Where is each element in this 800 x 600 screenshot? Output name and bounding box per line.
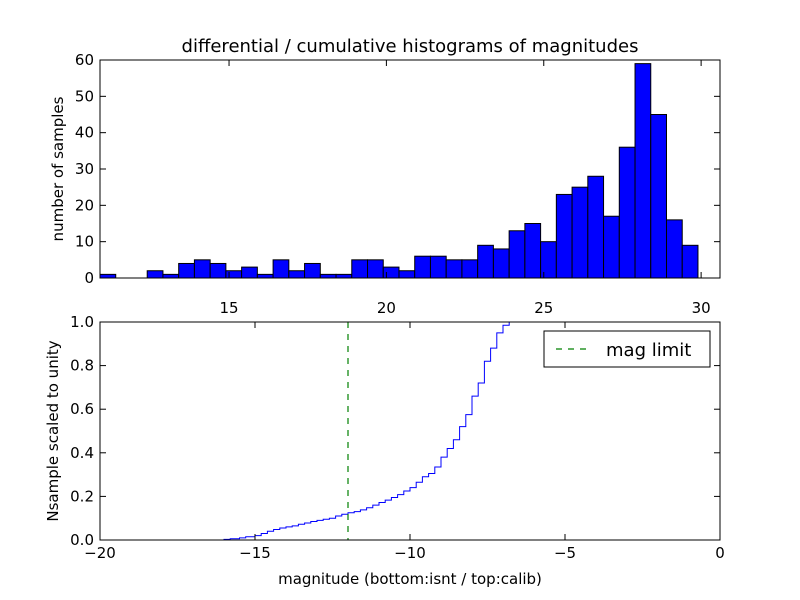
histogram-bar (665, 219, 683, 279)
histogram-bar (225, 270, 243, 279)
histogram-bar (650, 114, 667, 279)
histogram-y-tick-label: 60 (75, 51, 94, 69)
histogram-bar (429, 255, 447, 279)
histogram-bar (272, 259, 290, 279)
histogram-bar (162, 273, 180, 279)
histogram-bar (587, 175, 605, 279)
histogram-bar (461, 259, 479, 279)
histogram-bar (618, 146, 636, 279)
histogram-bar (492, 248, 510, 279)
histogram-bar (178, 262, 195, 279)
histogram-bar (241, 266, 258, 279)
histogram-bars (99, 63, 699, 279)
histogram-bar (445, 259, 463, 279)
legend: mag limit (543, 330, 711, 368)
histogram-y-tick-label: 0 (84, 269, 94, 287)
histogram-bar (540, 241, 557, 279)
histogram-bar (335, 273, 353, 279)
cumulative-y-tick-label: 0.8 (70, 357, 94, 375)
histogram-y-tick-label: 10 (75, 233, 94, 251)
histogram-bar (634, 63, 652, 279)
histogram-x-ticks: 15 20 25 30 (219, 60, 711, 317)
histogram-x-tick-label: 20 (377, 299, 396, 317)
histogram-bar (288, 270, 306, 279)
histogram-bar (398, 270, 416, 279)
histogram-x-tick-label: 30 (692, 299, 711, 317)
cumulative-panel: −20 −15 −10 −5 0 0.0 0.2 0.4 0.6 0.8 1.0 magnitud… (44, 313, 725, 588)
histogram-bar (508, 230, 526, 279)
histogram-y-label: number of samples (49, 96, 67, 241)
histogram-bar (414, 255, 431, 279)
histogram-bar (681, 244, 699, 279)
cumulative-x-tick-label: −5 (554, 544, 576, 562)
histogram-panel: differential / cumulative histograms of … (49, 36, 721, 317)
cumulative-x-label: magnitude (bottom:isnt / top:calib) (278, 570, 542, 588)
histogram-y-tick-label: 30 (75, 160, 94, 178)
histogram-bar (382, 266, 400, 279)
histogram-y-tick-label: 40 (75, 124, 94, 142)
cumulative-x-ticks: −20 −15 −10 −5 0 (84, 322, 725, 562)
cumulative-y-tick-label: 1.0 (70, 313, 94, 331)
histogram-bar (193, 259, 211, 279)
cumulative-y-tick-label: 0.4 (70, 444, 94, 462)
histogram-bar (209, 262, 227, 279)
histogram-bar (477, 244, 494, 279)
histogram-bar (319, 273, 337, 279)
cumulative-y-tick-label: 0.0 (70, 531, 94, 549)
cumulative-x-tick-label: −10 (394, 544, 426, 562)
histogram-bar (146, 270, 164, 279)
histogram-y-ticks: 0 10 20 30 40 50 60 (75, 51, 720, 287)
histogram-bar (524, 223, 542, 279)
histogram-bar (571, 186, 589, 279)
histogram-bar (256, 273, 274, 279)
cumulative-step-line (100, 321, 534, 541)
histogram-y-tick-label: 50 (75, 87, 94, 105)
cumulative-y-label: Nsample scaled to unity (44, 340, 62, 521)
cumulative-x-tick-label: −15 (239, 544, 271, 562)
histogram-y-tick-label: 20 (75, 196, 94, 214)
histogram-bar (367, 259, 384, 279)
histogram-x-tick-label: 15 (219, 299, 238, 317)
histogram-title: differential / cumulative histograms of … (182, 36, 639, 57)
histogram-bar (99, 273, 117, 279)
histogram-bar (603, 215, 620, 279)
histogram-bar (555, 193, 573, 279)
histogram-bar (351, 259, 369, 279)
cumulative-y-tick-label: 0.2 (70, 487, 94, 505)
cumulative-y-tick-label: 0.6 (70, 400, 94, 418)
legend-entry-mag-limit: mag limit (606, 340, 691, 361)
cumulative-y-ticks: 0.0 0.2 0.4 0.6 0.8 1.0 (70, 313, 720, 549)
histogram-bar (304, 262, 321, 279)
cumulative-x-tick-label: 0 (715, 544, 725, 562)
cumulative-x-tick-label: −20 (84, 544, 116, 562)
histogram-x-tick-label: 25 (534, 299, 553, 317)
